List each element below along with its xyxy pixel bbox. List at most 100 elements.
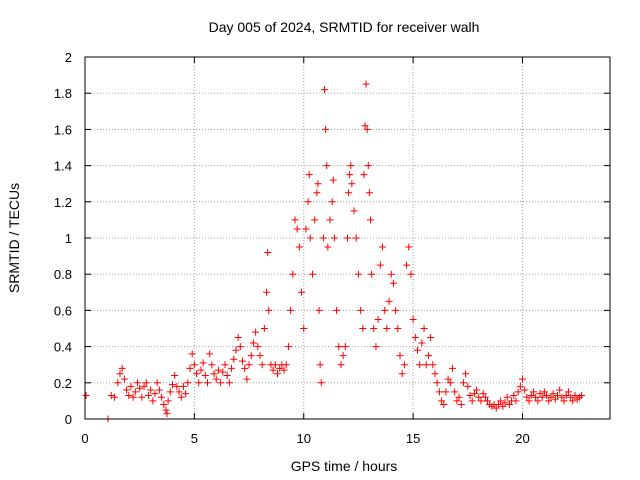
data-point [169,381,176,389]
data-point [457,401,465,409]
data-point [319,234,327,242]
data-point [142,379,150,387]
data-point [440,401,448,409]
data-point [345,189,353,197]
data-point [499,402,507,410]
data-point [306,234,314,242]
data-point [256,352,264,360]
data-point [438,397,446,405]
data-point [305,171,313,179]
data-point [289,270,297,278]
data-point [424,352,432,360]
data-point [234,334,242,342]
data-point [177,393,185,401]
data-point [527,391,535,399]
y-tick-label: 1 [65,231,72,246]
data-point [223,372,231,380]
data-point [455,393,463,401]
data-point [475,393,483,401]
data-point [212,375,220,383]
data-point [239,357,246,365]
data-point [416,361,424,369]
data-point [400,361,408,369]
data-point [473,386,481,394]
data-point [153,379,161,387]
data-point [497,397,505,405]
data-point [182,390,190,398]
data-point [374,315,382,323]
y-tick-label: 1.8 [54,86,72,101]
data-point [341,343,349,351]
data-point [186,364,194,372]
data-point [549,390,557,398]
data-point [260,325,268,332]
data-point [529,388,537,396]
data-point [276,364,284,372]
data-point [204,379,211,387]
data-point [346,171,354,179]
data-point [462,370,470,378]
data-point [468,397,476,405]
data-point [339,352,347,360]
data-point [298,288,306,296]
data-point [405,243,413,251]
data-point [534,397,542,405]
data-point [217,379,225,387]
data-point [269,366,277,374]
data-point [505,401,513,409]
data-point [304,198,312,206]
data-point [162,406,170,414]
data-point [163,410,171,418]
data-point [547,393,555,401]
data-point [155,386,163,394]
data-point [376,261,384,269]
data-point [151,390,159,398]
data-point [295,243,303,251]
data-point [418,339,426,347]
data-point [464,382,472,390]
data-point [470,390,478,398]
data-point [516,382,524,390]
data-point [280,366,288,374]
data-point [322,125,330,133]
data-point [354,270,362,278]
data-point [494,401,502,409]
data-point [562,391,570,399]
data-point [164,397,172,405]
data-point [479,390,487,398]
data-point [219,368,227,376]
data-point [188,350,196,358]
data-point [510,391,518,399]
y-tick-label: 1.2 [54,195,72,210]
data-point [429,361,437,369]
y-tick-label: 0.4 [54,340,72,355]
data-point [372,343,380,351]
data-point [82,391,90,399]
data-point [512,397,520,405]
data-point [315,306,323,314]
data-point [484,397,491,405]
chart-title: Day 005 of 2024, SRMTID for receiver wal… [209,19,480,35]
data-point [171,372,179,380]
data-point [422,361,430,369]
x-tick-label: 15 [406,431,420,446]
x-tick-label: 10 [297,431,311,446]
data-point [453,397,461,405]
grid-lines [85,57,610,419]
data-point [477,397,485,405]
data-point [543,391,551,399]
data-point [328,198,336,206]
data-point [245,361,253,369]
data-point [264,248,272,256]
data-point [381,306,389,314]
data-point [364,162,372,170]
data-point [538,393,546,401]
data-point [232,346,240,354]
data-point [282,361,290,369]
data-point [300,325,308,332]
data-point [359,325,367,332]
data-point [398,370,406,378]
data-point [329,176,337,184]
data-point [144,391,152,399]
